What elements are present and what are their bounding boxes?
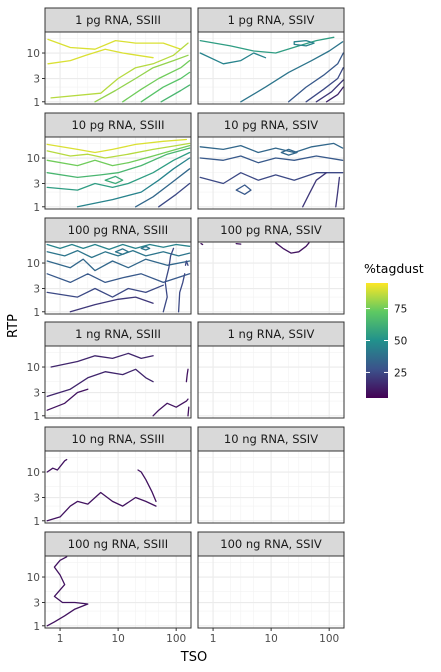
y-tick-label: 3 — [33, 284, 40, 296]
y-tick-label: 3 — [33, 493, 40, 505]
facet-strip-label: 1 ng RNA, SSIV — [228, 327, 315, 341]
facet-panel: 10 ng RNA, SSIII 1 3 10 — [27, 427, 191, 528]
y-tick-label: 3 — [33, 598, 40, 610]
facet-panel: 10 pg RNA, SSIII 1 3 10 — [27, 113, 191, 214]
y-tick-label: 1 — [33, 202, 40, 214]
legend-tick-label: 75 — [394, 304, 407, 316]
facet-panel: 1 pg RNA, SSIII 1 3 10 — [27, 8, 191, 109]
facet-strip-label: 10 ng RNA, SSIV — [224, 432, 318, 446]
facet-strip-label: 10 pg RNA, SSIV — [224, 118, 318, 132]
y-tick-label: 10 — [27, 48, 40, 60]
y-tick-label: 3 — [33, 388, 40, 400]
facet-panel: 100 ng RNA, SSIV 1 10 100 — [198, 532, 344, 645]
facet-panel: 100 pg RNA, SSIV — [198, 218, 344, 314]
x-axis-title: TSO — [180, 650, 207, 665]
facet-strip-label: 1 pg RNA, SSIV — [228, 13, 315, 27]
y-tick-label: 10 — [27, 362, 40, 374]
y-tick-label: 1 — [33, 621, 40, 633]
legend: %tagdust 25 50 75 — [364, 261, 424, 398]
x-tick-label: 10 — [111, 633, 124, 645]
facet-strip-label: 100 pg RNA, SSIII — [68, 223, 168, 237]
x-tick-label: 100 — [319, 633, 339, 645]
facet-panel: 10 pg RNA, SSIV — [198, 113, 344, 209]
y-tick-label: 10 — [27, 258, 40, 270]
y-tick-label: 10 — [27, 153, 40, 165]
legend-title: %tagdust — [364, 261, 424, 276]
y-axis-title: RTP — [6, 314, 21, 338]
legend-tick-label: 25 — [394, 367, 407, 379]
y-tick-label: 10 — [27, 467, 40, 479]
panels: 1 pg RNA, SSIII 1 3 10 1 pg RNA, SSIV 10 pg R… — [27, 8, 344, 645]
facet-strip-label: 100 ng RNA, SSIII — [68, 537, 168, 551]
facet-panel: 100 pg RNA, SSIII 1 3 10 — [27, 218, 191, 319]
contour-line — [188, 407, 189, 416]
facet-strip-label: 10 ng RNA, SSIII — [71, 432, 164, 446]
x-tick-label: 1 — [57, 633, 64, 645]
x-tick-label: 1 — [210, 633, 217, 645]
facet-panel: 10 ng RNA, SSIV — [198, 427, 344, 523]
facet-panel: 1 ng RNA, SSIII 1 3 10 — [27, 322, 191, 423]
y-tick-label: 1 — [33, 516, 40, 528]
facet-panel: 1 pg RNA, SSIV — [198, 8, 344, 104]
facet-strip-label: 100 pg RNA, SSIV — [220, 223, 322, 237]
facet-strip-label: 1 ng RNA, SSIII — [75, 327, 161, 341]
legend-tick-label: 50 — [394, 336, 407, 348]
facet-strip-label: 10 pg RNA, SSIII — [71, 118, 164, 132]
x-tick-label: 10 — [264, 633, 277, 645]
facet-strip-label: 1 pg RNA, SSIII — [75, 13, 161, 27]
facet-panel: 1 ng RNA, SSIV — [198, 322, 344, 418]
x-tick-label: 100 — [166, 633, 186, 645]
y-tick-label: 1 — [33, 307, 40, 319]
y-tick-label: 1 — [33, 411, 40, 423]
y-tick-label: 1 — [33, 97, 40, 109]
facet-panel: 100 ng RNA, SSIII 1 3 10 1 10 100 — [27, 532, 191, 645]
y-tick-label: 10 — [27, 572, 40, 584]
y-tick-label: 3 — [33, 179, 40, 191]
y-tick-label: 3 — [33, 74, 40, 86]
contour-line — [236, 244, 241, 245]
facet-strip-label: 100 ng RNA, SSIV — [220, 537, 322, 551]
contour-line — [201, 244, 203, 245]
